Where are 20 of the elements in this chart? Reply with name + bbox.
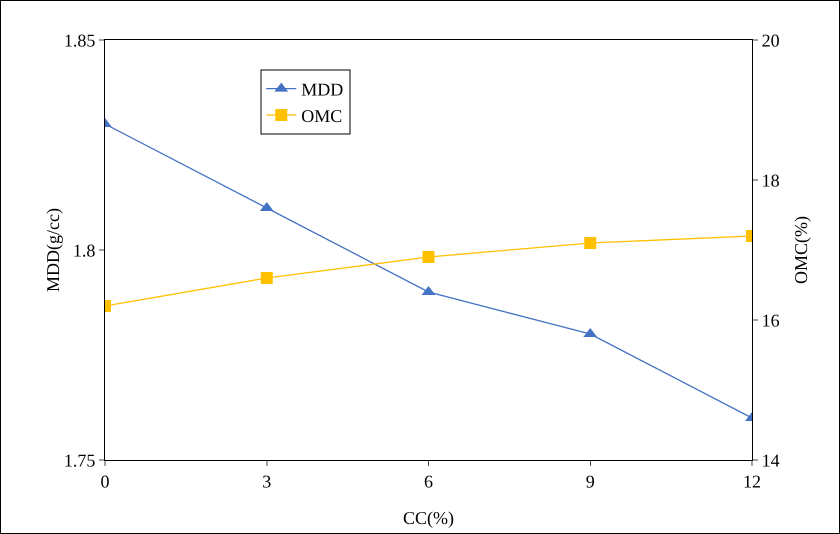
legend-label: MDD [301,80,344,100]
y2-axis-title: OMC(%) [791,216,811,284]
point [422,251,434,263]
x-tick-label: 0 [100,472,110,492]
y2-tick-label: 14 [762,450,780,470]
y-tick-label: 1.75 [64,450,96,470]
x-tick-label: 3 [262,472,272,492]
legend-label: OMC [301,106,342,126]
point [260,272,273,284]
y2-tick-label: 16 [762,310,780,330]
y-tick-label: 1.8 [72,240,96,260]
y2-tick-label: 18 [762,170,780,190]
y2-tick-label: 20 [762,30,780,50]
x-axis-title: CC(%) [403,508,454,528]
y-axis-title: MDD(g/cc) [43,208,63,292]
x-tick-label: 6 [424,472,433,492]
x-tick-label: 12 [743,472,761,492]
x-tick-label: 9 [586,472,595,492]
y-tick-label: 1.85 [64,30,96,50]
point [584,237,596,249]
